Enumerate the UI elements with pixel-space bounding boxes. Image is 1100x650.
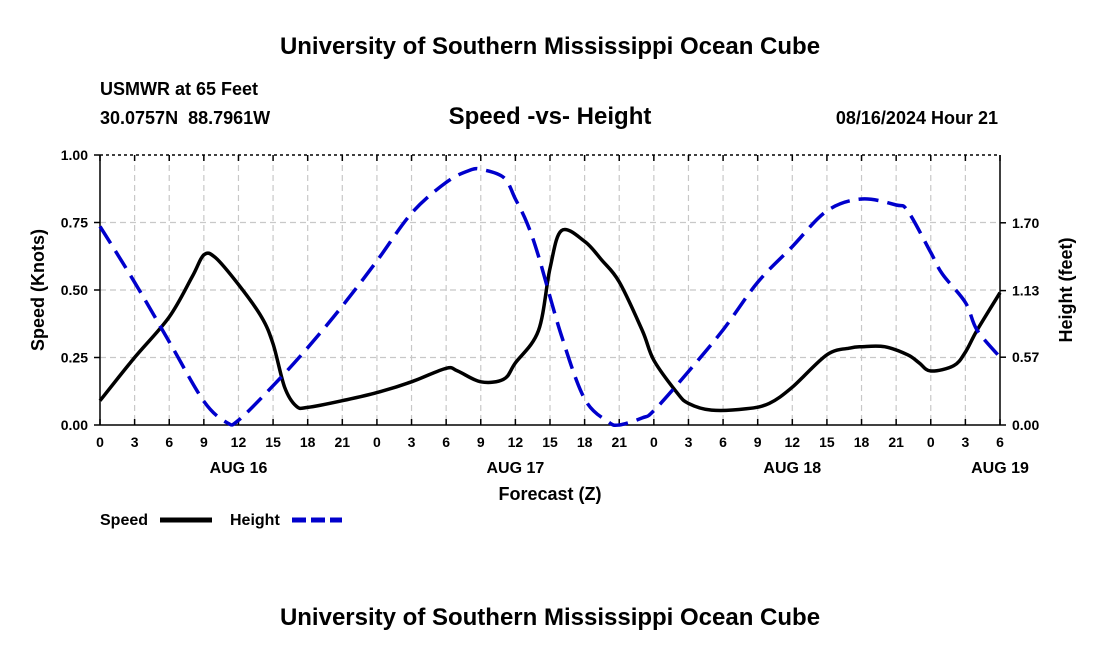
x-tick-label: 15	[265, 434, 281, 450]
x-tick-label: 21	[611, 434, 627, 450]
y2-tick-label: 1.13	[1012, 283, 1039, 299]
grid-lines	[100, 155, 1000, 425]
x-tick-label: 3	[131, 434, 139, 450]
x-tick-label: 3	[408, 434, 416, 450]
x-tick-label: 0	[927, 434, 935, 450]
location-label: 30.0757N 88.7961W	[100, 108, 270, 128]
x-tick-label: 0	[96, 434, 104, 450]
date-label: AUG 17	[486, 460, 544, 477]
y2-tick-label: 0.57	[1012, 349, 1039, 365]
x-tick-label: 12	[231, 434, 247, 450]
date-label: AUG 18	[763, 460, 821, 477]
footer-title: University of Southern Mississippi Ocean…	[280, 604, 820, 631]
legend-speed-label: Speed	[100, 512, 148, 529]
y-axis-label: Speed (Knots)	[28, 229, 48, 351]
x-tick-label: 6	[442, 434, 450, 450]
y-tick-label: 1.00	[61, 147, 88, 163]
x-tick-label: 3	[685, 434, 693, 450]
y-tick-label: 0.25	[61, 350, 88, 366]
x-tick-label: 9	[754, 434, 762, 450]
x-tick-label: 9	[200, 434, 208, 450]
x-tick-label: 18	[577, 434, 593, 450]
x-tick-label: 6	[996, 434, 1004, 450]
station-label: USMWR at 65 Feet	[100, 79, 258, 99]
x-tick-label: 12	[508, 434, 524, 450]
x-tick-label: 9	[477, 434, 485, 450]
x-tick-label: 3	[961, 434, 969, 450]
series-lines	[98, 166, 1002, 428]
height-series-line	[98, 166, 1002, 428]
x-axis-label: Forecast (Z)	[498, 484, 601, 504]
x-tick-label: 6	[719, 434, 727, 450]
x-tick-label: 21	[335, 434, 351, 450]
y2-tick-label: 1.70	[1012, 215, 1039, 231]
x-tick-label: 0	[650, 434, 658, 450]
chart-title: University of Southern Mississippi Ocean…	[280, 33, 820, 60]
y-tick-label: 0.50	[61, 282, 88, 298]
date-label: AUG 16	[210, 460, 268, 477]
y-tick-label: 0.75	[61, 215, 88, 231]
x-tick-label: 15	[542, 434, 558, 450]
x-tick-label: 21	[888, 434, 904, 450]
axes: 0 3 6 9 12 15 18 21 0 3 6 9 12 15 18 21 0 3 6 9 12 15 18 21 0 3 6 A…	[61, 147, 1040, 477]
timestamp-label: 08/16/2024 Hour 21	[836, 108, 998, 128]
x-tick-label: 18	[854, 434, 870, 450]
x-tick-label: 18	[300, 434, 316, 450]
date-label: AUG 19	[971, 460, 1029, 477]
y2-tick-label: 0.00	[1012, 417, 1039, 433]
y2-axis-label: Height (feet)	[1056, 238, 1076, 343]
x-tick-label: 15	[819, 434, 835, 450]
speed-series-line	[98, 227, 1002, 413]
x-tick-label: 12	[785, 434, 801, 450]
y-tick-label: 0.00	[61, 417, 88, 433]
x-tick-label: 6	[165, 434, 173, 450]
x-tick-label: 0	[373, 434, 381, 450]
legend: Speed Height	[100, 512, 342, 529]
legend-height-label: Height	[230, 512, 280, 529]
chart-subtitle: Speed -vs- Height	[449, 103, 652, 130]
